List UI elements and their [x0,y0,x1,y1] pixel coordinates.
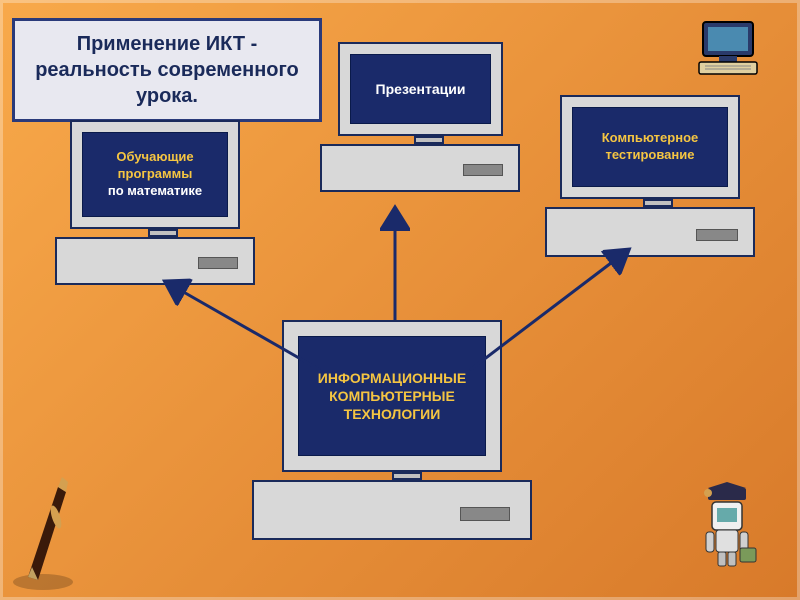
title-text: Применение ИКТ - реальность современного… [35,33,299,107]
right-label-1: Компьютерное [602,130,699,147]
screen-right: Компьютерное тестирование [572,107,728,187]
screen-bottom: ИНФОРМАЦИОННЫЕ КОМПЬЮТЕРНЫЕ ТЕХНОЛОГИИ [298,336,486,456]
left-label-2: программы [108,166,202,183]
title-box: Применение ИКТ - реальность современного… [12,18,322,122]
slot-center [463,164,503,176]
decor-robot-icon [690,480,765,570]
monitor-frame-right: Компьютерное тестирование [560,95,740,199]
left-label-1: Обучающие [108,149,202,166]
computer-right: Компьютерное тестирование [560,95,755,257]
decor-pen-icon [8,472,88,592]
stand-center [414,136,444,144]
screen-left: Обучающие программы по математике [82,132,228,217]
slot-left [198,257,238,269]
monitor-frame-left: Обучающие программы по математике [70,120,240,229]
center-label: Презентации [376,80,466,98]
bottom-label-3: ТЕХНОЛОГИИ [318,405,466,423]
computer-bottom: ИНФОРМАЦИОННЫЕ КОМПЬЮТЕРНЫЕ ТЕХНОЛОГИИ [282,320,532,540]
decor-computer-icon [695,18,765,78]
screen-center: Презентации [350,54,491,124]
monitor-frame-center: Презентации [338,42,503,136]
base-left [55,237,255,285]
computer-left: Обучающие программы по математике [70,120,255,285]
left-label-3: по математике [108,183,202,200]
computer-center: Презентации [338,42,520,192]
stand-bottom [392,472,422,480]
bottom-label-2: КОМПЬЮТЕРНЫЕ [318,387,466,405]
slot-bottom [460,507,510,521]
monitor-frame-bottom: ИНФОРМАЦИОННЫЕ КОМПЬЮТЕРНЫЕ ТЕХНОЛОГИИ [282,320,502,472]
base-right [545,207,755,257]
slot-right [696,229,738,241]
bottom-label-1: ИНФОРМАЦИОННЫЕ [318,369,466,387]
base-bottom [252,480,532,540]
stand-right [643,199,673,207]
right-label-2: тестирование [602,147,699,164]
base-center [320,144,520,192]
stand-left [148,229,178,237]
